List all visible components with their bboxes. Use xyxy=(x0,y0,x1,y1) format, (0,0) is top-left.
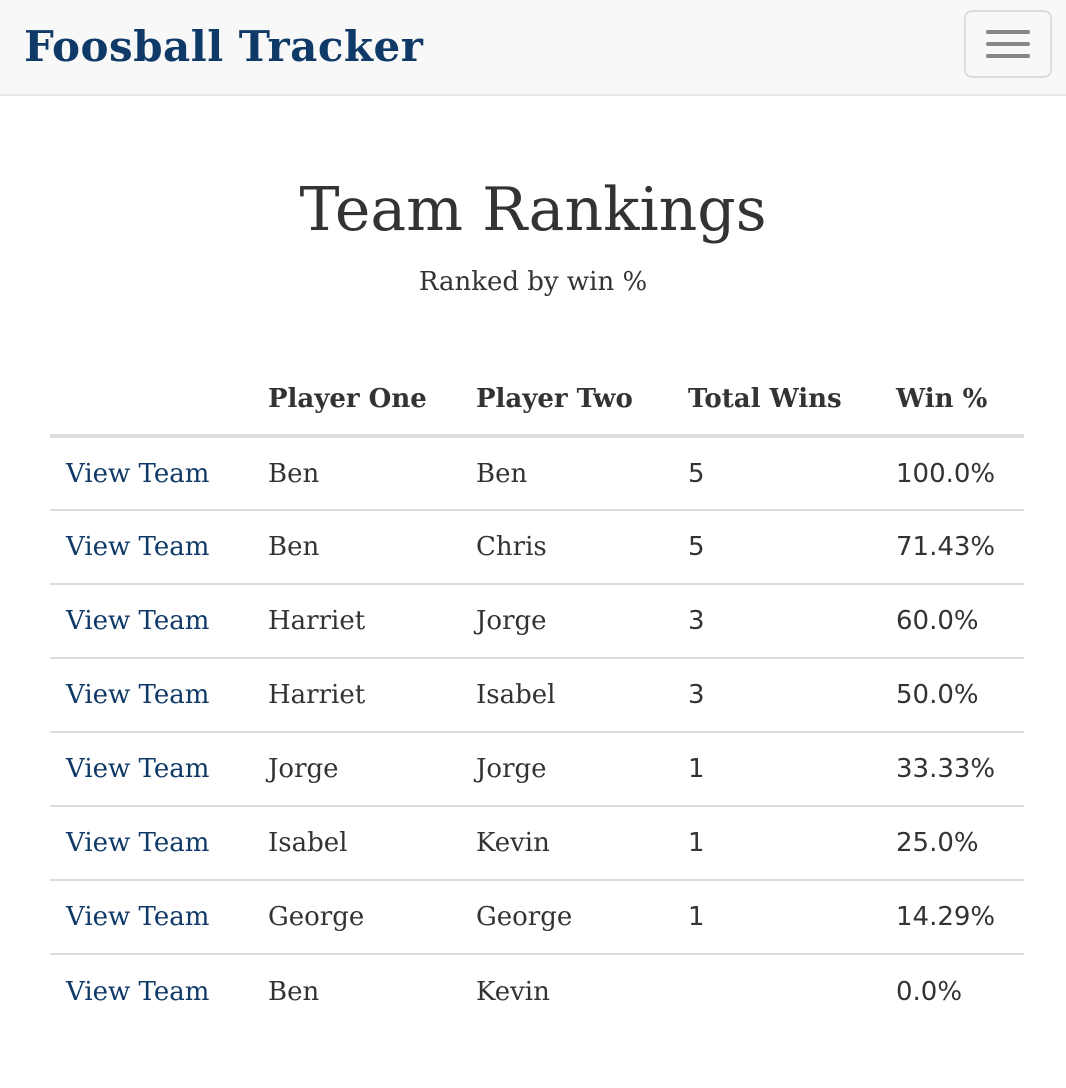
total-wins-cell: 5 xyxy=(672,509,880,584)
table-header-row: Player One Player Two Total Wins Win % xyxy=(50,360,1024,438)
player-one-cell: Harriet xyxy=(252,657,460,732)
table-row: View Team Ben Kevin 0.0% xyxy=(50,953,1024,1028)
table-row: View Team Harriet Jorge 3 60.0% xyxy=(50,583,1024,658)
view-team-cell: View Team xyxy=(50,657,252,732)
navbar: Foosball Tracker xyxy=(0,0,1066,96)
brand-logo-text[interactable]: Foosball Tracker xyxy=(24,22,424,71)
view-team-link[interactable]: View Team xyxy=(66,976,210,1007)
view-team-link[interactable]: View Team xyxy=(66,606,210,636)
player-one-cell: Isabel xyxy=(252,805,460,880)
player-two-cell: Jorge xyxy=(460,731,672,806)
total-wins-cell: 1 xyxy=(672,805,880,880)
table-row: View Team Harriet Isabel 3 50.0% xyxy=(50,657,1024,732)
table-body: View Team Ben Ben 5 100.0% View Team Ben Chris 5… xyxy=(50,436,1024,1028)
player-two-cell: Jorge xyxy=(460,583,672,658)
view-team-cell: View Team xyxy=(50,953,252,1028)
win-pct-cell: 25.0% xyxy=(880,805,1024,880)
view-team-link[interactable]: View Team xyxy=(66,458,210,489)
view-team-cell: View Team xyxy=(50,879,252,954)
page-title: Team Rankings xyxy=(299,175,767,245)
navbar-toggle-button[interactable] xyxy=(964,10,1052,78)
player-two-cell: Ben xyxy=(476,458,528,489)
win-pct-cell: 50.0% xyxy=(880,657,1024,732)
total-wins-cell: 5 xyxy=(688,458,705,489)
view-team-link[interactable]: View Team xyxy=(66,680,210,710)
player-two-cell: Kevin xyxy=(460,805,672,880)
player-one-cell: Ben xyxy=(252,509,460,584)
total-wins-cell: 3 xyxy=(672,583,880,658)
column-header-total-wins: Total Wins xyxy=(672,360,880,438)
view-team-cell: View Team xyxy=(50,509,252,584)
player-one-cell: George xyxy=(252,879,460,954)
table-row: View Team Jorge Jorge 1 33.33% xyxy=(50,731,1024,806)
view-team-cell: View Team xyxy=(50,436,252,510)
player-one-cell: Ben xyxy=(268,458,320,489)
table-row: View Team George George 1 14.29% xyxy=(50,879,1024,954)
player-two-cell: George xyxy=(460,879,672,954)
total-wins-cell: 1 xyxy=(672,879,880,954)
team-rankings-table: Player One Player Two Total Wins Win % V… xyxy=(50,360,1024,1028)
win-pct-cell: 71.43% xyxy=(880,509,1024,584)
total-wins-cell: 3 xyxy=(672,657,880,732)
view-team-link[interactable]: View Team xyxy=(66,902,210,932)
total-wins-cell: 1 xyxy=(672,731,880,806)
player-one-cell: Ben xyxy=(252,953,460,1028)
win-pct-cell: 33.33% xyxy=(880,731,1024,806)
hamburger-menu-icon xyxy=(986,30,1030,34)
column-header-action xyxy=(50,360,252,438)
hamburger-menu-icon xyxy=(986,54,1030,58)
view-team-cell: View Team xyxy=(50,805,252,880)
view-team-link[interactable]: View Team xyxy=(66,754,210,784)
column-header-win-pct: Win % xyxy=(880,360,1024,438)
player-one-cell: Jorge xyxy=(252,731,460,806)
player-two-cell: Chris xyxy=(460,509,672,584)
total-wins-cell xyxy=(672,953,880,1028)
column-header-player-two: Player Two xyxy=(460,360,672,438)
view-team-cell: View Team xyxy=(50,583,252,658)
player-two-cell: Isabel xyxy=(460,657,672,732)
column-header-player-one: Player One xyxy=(252,360,460,438)
view-team-link[interactable]: View Team xyxy=(66,828,210,858)
view-team-cell: View Team xyxy=(50,731,252,806)
win-pct-cell: 60.0% xyxy=(880,583,1024,658)
win-pct-cell: 14.29% xyxy=(880,879,1024,954)
table-row: View Team Ben Chris 5 71.43% xyxy=(50,509,1024,584)
win-pct-cell: 100.0% xyxy=(896,458,996,489)
player-two-cell: Kevin xyxy=(460,953,672,1028)
hamburger-menu-icon xyxy=(986,42,1030,46)
table-row: View Team Ben Ben 5 100.0% xyxy=(50,436,1024,510)
table-row: View Team Isabel Kevin 1 25.0% xyxy=(50,805,1024,880)
player-one-cell: Harriet xyxy=(252,583,460,658)
view-team-link[interactable]: View Team xyxy=(66,532,210,562)
page-subtitle: Ranked by win % xyxy=(418,267,648,297)
win-pct-cell: 0.0% xyxy=(880,953,1024,1028)
